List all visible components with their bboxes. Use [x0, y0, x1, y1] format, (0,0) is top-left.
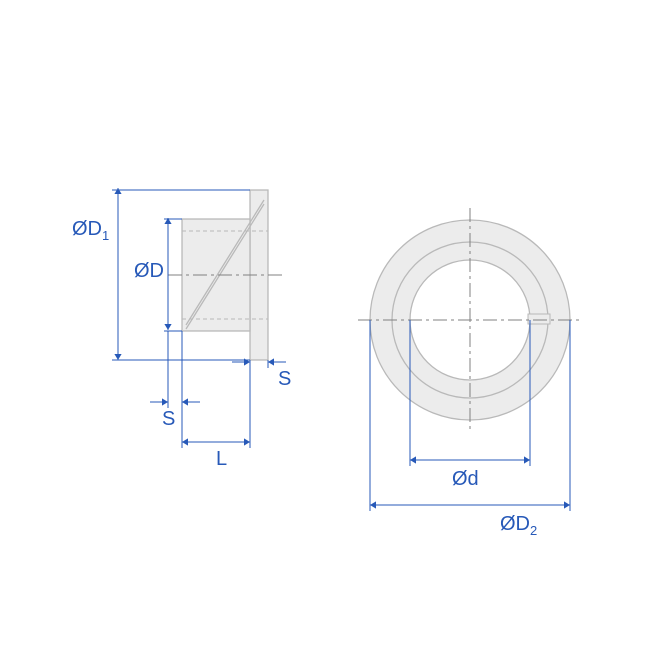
label-D: ØD	[134, 260, 164, 283]
label-L: L	[216, 448, 227, 471]
label-S-right: S	[278, 368, 291, 391]
label-D2: ØD2	[500, 513, 537, 538]
label-S-left-text: S	[162, 408, 175, 430]
label-S-left: S	[162, 408, 175, 431]
label-D2-sub: 2	[530, 523, 537, 538]
diagram-canvas	[0, 0, 671, 670]
label-D1-text: ØD	[72, 218, 102, 240]
label-D1: ØD1	[72, 218, 109, 243]
label-L-text: L	[216, 448, 227, 470]
label-D-text: ØD	[134, 260, 164, 282]
label-D2-text: ØD	[500, 513, 530, 535]
label-S-right-text: S	[278, 368, 291, 390]
label-D1-sub: 1	[102, 228, 109, 243]
label-d: Ød	[452, 468, 479, 491]
label-d-text: Ød	[452, 468, 479, 490]
